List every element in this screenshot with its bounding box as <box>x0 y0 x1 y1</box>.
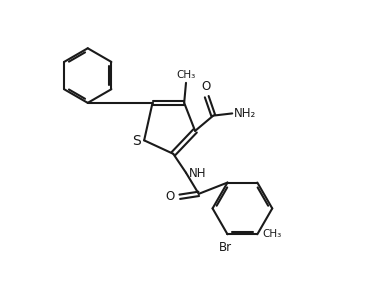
Text: O: O <box>166 189 175 202</box>
Text: NH: NH <box>189 167 206 180</box>
Text: CH₃: CH₃ <box>262 229 282 239</box>
Text: CH₃: CH₃ <box>176 70 196 80</box>
Text: Br: Br <box>219 241 232 254</box>
Text: S: S <box>132 134 141 148</box>
Text: O: O <box>201 80 211 93</box>
Text: NH₂: NH₂ <box>234 107 256 120</box>
